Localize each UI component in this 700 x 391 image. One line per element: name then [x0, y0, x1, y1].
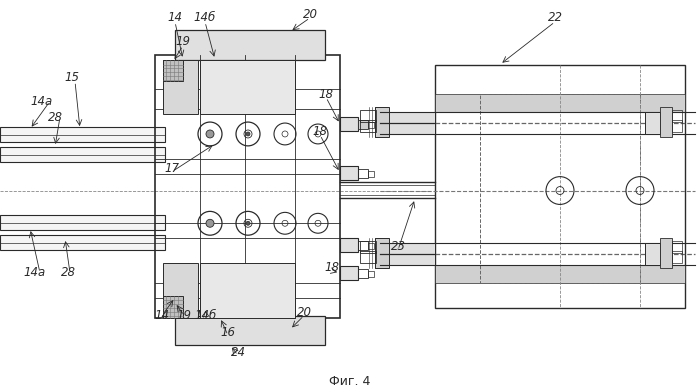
Bar	[155, 55, 340, 317]
Bar	[672, 120, 682, 132]
Bar	[480, 94, 640, 283]
Text: 18: 18	[312, 126, 328, 138]
Bar	[660, 238, 672, 268]
Bar	[340, 266, 358, 280]
Bar	[435, 94, 685, 112]
Text: 18: 18	[325, 262, 340, 274]
Bar	[163, 59, 198, 114]
Text: 18: 18	[318, 88, 333, 101]
Bar	[358, 169, 368, 178]
Bar	[435, 265, 685, 283]
Bar	[163, 296, 183, 317]
Circle shape	[246, 221, 250, 225]
Bar	[0, 215, 165, 230]
Text: 20: 20	[297, 306, 312, 319]
Bar	[368, 171, 374, 177]
Text: 23: 23	[391, 240, 405, 253]
Bar	[358, 269, 368, 278]
Circle shape	[206, 219, 214, 227]
Bar	[200, 59, 295, 114]
Bar	[0, 147, 165, 162]
Bar	[660, 107, 672, 137]
Text: 14: 14	[155, 309, 169, 322]
Bar	[672, 241, 682, 253]
Text: 14а: 14а	[24, 266, 46, 280]
Bar	[360, 120, 376, 132]
Bar	[385, 243, 435, 265]
Text: 14: 14	[167, 11, 183, 24]
Circle shape	[246, 132, 250, 136]
Text: 14б: 14б	[194, 11, 216, 24]
Bar	[360, 110, 376, 122]
Text: 20: 20	[302, 8, 318, 22]
Bar	[368, 122, 374, 128]
Text: 17: 17	[164, 162, 179, 175]
Bar	[368, 271, 374, 277]
Bar	[672, 251, 682, 263]
Text: 28: 28	[60, 266, 76, 280]
Bar	[340, 117, 358, 131]
Bar	[163, 263, 198, 317]
Text: 16: 16	[220, 326, 235, 339]
Circle shape	[206, 130, 214, 138]
Bar	[645, 243, 660, 265]
Bar	[358, 241, 368, 250]
Bar	[672, 110, 682, 122]
Text: 24: 24	[230, 346, 246, 359]
Bar	[200, 263, 295, 317]
Bar	[340, 238, 358, 252]
Bar	[340, 166, 358, 179]
Text: 15: 15	[64, 71, 80, 84]
Bar	[368, 243, 374, 249]
Text: 28: 28	[48, 111, 62, 124]
Bar	[0, 235, 165, 250]
Text: 14б: 14б	[195, 309, 217, 322]
Bar	[360, 251, 376, 263]
Text: 19: 19	[176, 35, 190, 48]
Bar	[375, 107, 389, 137]
Bar	[358, 120, 368, 129]
Bar	[435, 65, 685, 308]
Text: Фиг. 4: Фиг. 4	[329, 375, 371, 388]
Text: 22: 22	[547, 11, 563, 24]
Bar	[360, 241, 376, 253]
Bar	[375, 238, 389, 268]
Bar	[0, 127, 165, 142]
Bar	[645, 112, 660, 134]
Bar	[175, 30, 325, 59]
Bar	[385, 112, 435, 134]
Bar	[163, 59, 183, 81]
Text: 19: 19	[176, 309, 192, 322]
Bar	[175, 316, 325, 345]
Text: 14а: 14а	[31, 95, 53, 108]
